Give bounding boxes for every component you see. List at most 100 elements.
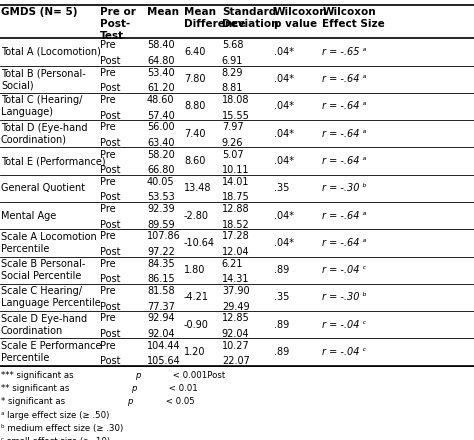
Text: ** significant as: ** significant as — [1, 384, 72, 393]
Text: .04*: .04* — [274, 47, 294, 57]
Text: < 0.05: < 0.05 — [163, 397, 195, 406]
Text: Pre
Post: Pre Post — [100, 286, 120, 312]
Text: ᵃ large effect size (≥ .50): ᵃ large effect size (≥ .50) — [1, 411, 109, 419]
Text: 84.35
86.15: 84.35 86.15 — [147, 259, 174, 284]
Text: ᶜ small effect size (≥ .10): ᶜ small effect size (≥ .10) — [1, 437, 110, 440]
Text: .89: .89 — [274, 320, 289, 330]
Text: Pre
Post: Pre Post — [100, 259, 120, 284]
Text: 14.01
18.75: 14.01 18.75 — [222, 177, 250, 202]
Text: 107.86
97.22: 107.86 97.22 — [147, 231, 181, 257]
Text: Pre
Post: Pre Post — [100, 341, 120, 366]
Text: .04*: .04* — [274, 238, 294, 248]
Text: r = -.04 ᶜ: r = -.04 ᶜ — [322, 320, 366, 330]
Text: Pre
Post: Pre Post — [100, 95, 120, 121]
Text: r = -.04 ᶜ: r = -.04 ᶜ — [322, 347, 366, 357]
Text: * significant as: * significant as — [1, 397, 68, 406]
Text: r = -.64 ᵃ: r = -.64 ᵃ — [322, 74, 367, 84]
Text: 37.90
29.49: 37.90 29.49 — [222, 286, 249, 312]
Text: r = -.04 ᶜ: r = -.04 ᶜ — [322, 265, 366, 275]
Text: Pre
Post: Pre Post — [100, 122, 120, 148]
Text: 8.60: 8.60 — [184, 156, 205, 166]
Text: Scale D Eye-hand
Coordination: Scale D Eye-hand Coordination — [1, 314, 87, 336]
Text: .89: .89 — [274, 265, 289, 275]
Text: .04*: .04* — [274, 102, 294, 111]
Text: -2.80: -2.80 — [184, 211, 209, 220]
Text: Mean
Difference: Mean Difference — [184, 7, 246, 29]
Text: .04*: .04* — [274, 211, 294, 220]
Text: 53.40
61.20: 53.40 61.20 — [147, 68, 174, 93]
Text: Total C (Hearing/
Language): Total C (Hearing/ Language) — [1, 95, 82, 117]
Text: Pre
Post: Pre Post — [100, 313, 120, 339]
Text: Mean: Mean — [147, 7, 179, 17]
Text: Pre
Post: Pre Post — [100, 177, 120, 202]
Text: Pre or
Post-
Test: Pre or Post- Test — [100, 7, 136, 40]
Text: r = -.65 ᵃ: r = -.65 ᵃ — [322, 47, 367, 57]
Text: 18.08
15.55: 18.08 15.55 — [222, 95, 250, 121]
Text: 8.29
8.81: 8.29 8.81 — [222, 68, 243, 93]
Text: r = -.64 ᵃ: r = -.64 ᵃ — [322, 102, 367, 111]
Text: .89: .89 — [274, 347, 289, 357]
Text: .04*: .04* — [274, 129, 294, 139]
Text: Scale E Performance
Percentile: Scale E Performance Percentile — [1, 341, 101, 363]
Text: -10.64: -10.64 — [184, 238, 215, 248]
Text: Total B (Personal-
Social): Total B (Personal- Social) — [1, 68, 86, 90]
Text: 92.39
89.59: 92.39 89.59 — [147, 204, 174, 230]
Text: r = -.64 ᵃ: r = -.64 ᵃ — [322, 156, 367, 166]
Text: 6.21
14.31: 6.21 14.31 — [222, 259, 249, 284]
Text: 58.20
66.80: 58.20 66.80 — [147, 150, 175, 175]
Text: Pre
Post: Pre Post — [100, 40, 120, 66]
Text: Pre
Post: Pre Post — [100, 231, 120, 257]
Text: < 0.01: < 0.01 — [166, 384, 198, 393]
Text: 81.58
77.37: 81.58 77.37 — [147, 286, 175, 312]
Text: *** significant as: *** significant as — [1, 371, 76, 380]
Text: Wilcoxon
Effect Size: Wilcoxon Effect Size — [322, 7, 385, 29]
Text: r = -.30 ᵇ: r = -.30 ᵇ — [322, 183, 367, 193]
Text: GMDS (N= 5): GMDS (N= 5) — [1, 7, 77, 17]
Text: 7.40: 7.40 — [184, 129, 205, 139]
Text: 6.40: 6.40 — [184, 47, 205, 57]
Text: .04*: .04* — [274, 74, 294, 84]
Text: 7.80: 7.80 — [184, 74, 205, 84]
Text: .35: .35 — [274, 183, 289, 193]
Text: -4.21: -4.21 — [184, 293, 209, 302]
Text: 5.07
10.11: 5.07 10.11 — [222, 150, 249, 175]
Text: Total E (Performance): Total E (Performance) — [1, 156, 106, 166]
Text: Mental Age: Mental Age — [1, 211, 56, 220]
Text: r = -.64 ᵃ: r = -.64 ᵃ — [322, 238, 367, 248]
Text: 10.27
22.07: 10.27 22.07 — [222, 341, 250, 366]
Text: 8.80: 8.80 — [184, 102, 205, 111]
Text: Wilcoxon
p value: Wilcoxon p value — [274, 7, 328, 29]
Text: 12.88
18.52: 12.88 18.52 — [222, 204, 250, 230]
Text: 17.28
12.04: 17.28 12.04 — [222, 231, 250, 257]
Text: r = -.64 ᵃ: r = -.64 ᵃ — [322, 129, 367, 139]
Text: 1.20: 1.20 — [184, 347, 205, 357]
Text: r = -.30 ᵇ: r = -.30 ᵇ — [322, 293, 367, 302]
Text: 7.97
9.26: 7.97 9.26 — [222, 122, 244, 148]
Text: Total A (Locomotion): Total A (Locomotion) — [1, 47, 101, 57]
Text: 5.68
6.91: 5.68 6.91 — [222, 40, 243, 66]
Text: Pre
Post: Pre Post — [100, 204, 120, 230]
Text: 104.44
105.64: 104.44 105.64 — [147, 341, 181, 366]
Text: 12.85
92.04: 12.85 92.04 — [222, 313, 250, 339]
Text: 92.94
92.04: 92.94 92.04 — [147, 313, 174, 339]
Text: ᵇ medium effect size (≥ .30): ᵇ medium effect size (≥ .30) — [1, 424, 123, 433]
Text: -0.90: -0.90 — [184, 320, 209, 330]
Text: p: p — [131, 384, 137, 393]
Text: < 0.001Post: < 0.001Post — [170, 371, 225, 380]
Text: .35: .35 — [274, 293, 289, 302]
Text: 40.05
53.53: 40.05 53.53 — [147, 177, 175, 202]
Text: .04*: .04* — [274, 156, 294, 166]
Text: Scale B Personal-
Social Percentile: Scale B Personal- Social Percentile — [1, 259, 85, 281]
Text: Pre
Post: Pre Post — [100, 150, 120, 175]
Text: Total D (Eye-hand
Coordination): Total D (Eye-hand Coordination) — [1, 123, 87, 145]
Text: 56.00
63.40: 56.00 63.40 — [147, 122, 174, 148]
Text: 58.40
64.80: 58.40 64.80 — [147, 40, 174, 66]
Text: p: p — [136, 371, 141, 380]
Text: General Quotient: General Quotient — [1, 183, 85, 193]
Text: Scale C Hearing/
Language Percentile: Scale C Hearing/ Language Percentile — [1, 286, 100, 308]
Text: 48.60
57.40: 48.60 57.40 — [147, 95, 175, 121]
Text: 13.48: 13.48 — [184, 183, 211, 193]
Text: Scale A Locomotion
Percentile: Scale A Locomotion Percentile — [1, 232, 97, 254]
Text: r = -.64 ᵃ: r = -.64 ᵃ — [322, 211, 367, 220]
Text: 1.80: 1.80 — [184, 265, 205, 275]
